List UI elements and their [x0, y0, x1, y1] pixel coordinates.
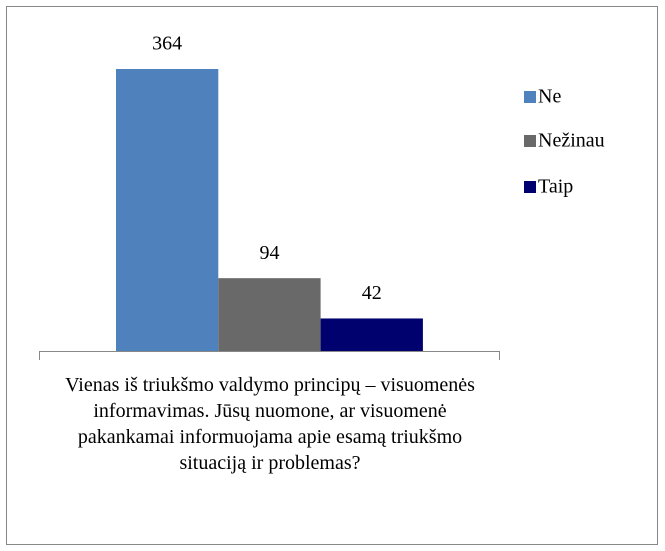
bar: [320, 318, 423, 351]
legend-label: Nežinau: [538, 130, 605, 152]
legend-swatch: [524, 91, 536, 103]
bar: [116, 69, 219, 351]
chart-border: [6, 6, 658, 545]
legend-label: Taip: [538, 176, 573, 198]
data-label: 42: [362, 282, 382, 304]
legend-swatch: [524, 181, 536, 193]
legend-label: Ne: [538, 86, 561, 108]
data-label: 364: [152, 33, 182, 55]
category-label: Vienas iš triukšmo valdymo principų – vi…: [65, 374, 475, 474]
legend-swatch: [524, 135, 536, 147]
data-label: 94: [259, 242, 279, 264]
bar: [218, 278, 321, 351]
